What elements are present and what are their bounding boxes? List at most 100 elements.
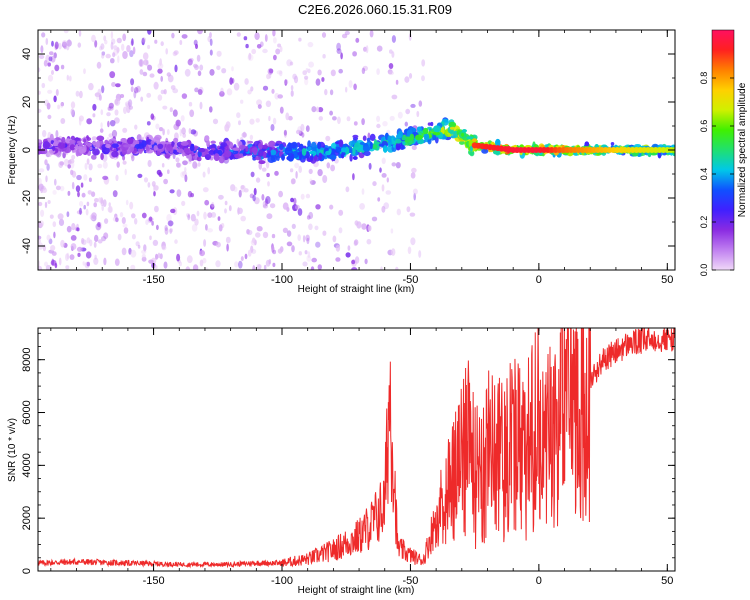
- noise-blob: [218, 194, 224, 200]
- noise-blob: [262, 48, 268, 54]
- ridge-blob: [657, 151, 662, 159]
- noise-blob: [154, 265, 158, 269]
- noise-blob: [262, 85, 269, 91]
- noise-blob: [295, 171, 298, 179]
- ridge-blob: [307, 140, 311, 148]
- noise-blob: [40, 187, 43, 194]
- ridge-blob: [466, 136, 474, 140]
- noise-blob: [160, 75, 163, 82]
- noise-blob: [170, 208, 176, 214]
- noise-blob: [268, 115, 271, 122]
- noise-blob: [292, 73, 297, 80]
- noise-blob: [131, 213, 136, 219]
- ridge-blob: [86, 135, 89, 141]
- noise-blob: [88, 177, 92, 183]
- noise-blob: [418, 250, 422, 258]
- noise-blob: [379, 167, 382, 173]
- noise-blob: [111, 82, 116, 87]
- noise-blob: [134, 87, 139, 94]
- ridge-blob: [213, 153, 220, 162]
- noise-blob: [335, 257, 341, 262]
- y-tick-label: 0: [21, 568, 33, 574]
- ridge-blob: [352, 156, 358, 160]
- ridge-blob: [49, 133, 54, 142]
- noise-blob: [123, 106, 127, 115]
- noise-blob: [54, 262, 58, 269]
- x-tick-label: 50: [661, 575, 673, 587]
- noise-blob: [38, 220, 45, 227]
- noise-blob: [109, 71, 116, 79]
- noise-blob: [67, 38, 71, 46]
- noise-blob: [304, 75, 309, 80]
- noise-blob: [88, 82, 94, 91]
- ridge-blob: [70, 135, 75, 141]
- noise-blob: [242, 131, 247, 138]
- noise-blob: [277, 94, 284, 99]
- noise-blob: [116, 161, 120, 168]
- noise-blob: [139, 59, 143, 67]
- noise-blob: [45, 264, 52, 270]
- noise-blob: [44, 201, 48, 209]
- noise-blob: [91, 136, 97, 141]
- noise-blob: [147, 64, 153, 71]
- noise-blob: [250, 239, 257, 246]
- noise-blob: [344, 30, 350, 36]
- noise-blob: [307, 41, 314, 48]
- ridge-blob: [401, 136, 406, 141]
- noise-blob: [318, 116, 323, 121]
- noise-blob: [86, 158, 90, 165]
- ridge-blob: [469, 150, 475, 157]
- noise-blob: [255, 118, 260, 123]
- snr-y-axis-label: SNR (10 * v/v): [7, 418, 18, 482]
- noise-blob: [40, 209, 45, 217]
- noise-blob: [204, 199, 210, 206]
- noise-blob: [110, 58, 115, 64]
- noise-blob: [52, 190, 57, 195]
- noise-blob: [114, 258, 120, 266]
- ridge-blob: [153, 145, 159, 151]
- noise-blob: [290, 85, 294, 91]
- ridge-blob: [291, 141, 298, 149]
- noise-blob: [41, 32, 46, 38]
- noise-blob: [156, 169, 162, 176]
- noise-blob: [54, 178, 57, 186]
- noise-blob: [376, 68, 380, 75]
- ridge-blob: [362, 146, 371, 152]
- noise-blob: [404, 76, 410, 83]
- noise-blob: [283, 130, 287, 138]
- noise-blob: [58, 161, 64, 169]
- noise-blob: [282, 227, 288, 233]
- noise-blob: [252, 265, 256, 270]
- noise-blob: [203, 239, 207, 247]
- ridge-blob: [166, 143, 173, 152]
- ridge-blob: [137, 143, 145, 150]
- noise-blob: [329, 110, 333, 116]
- ridge-blob: [459, 140, 465, 145]
- ridge-blob: [341, 147, 347, 153]
- colorbar-tick-label: 0.4: [699, 168, 709, 181]
- noise-blob: [128, 99, 133, 107]
- noise-blob: [70, 101, 76, 109]
- noise-blob: [84, 162, 88, 170]
- noise-blob: [169, 107, 173, 113]
- noise-blob: [66, 43, 70, 51]
- noise-blob: [240, 215, 246, 222]
- ridge-blob: [257, 149, 264, 157]
- ridge-blob: [239, 153, 244, 157]
- noise-blob: [70, 235, 77, 241]
- noise-blob: [169, 228, 174, 233]
- noise-blob: [47, 114, 52, 120]
- noise-blob: [204, 267, 209, 270]
- noise-blob: [193, 39, 198, 46]
- ridge-blob: [210, 140, 216, 144]
- noise-blob: [383, 202, 390, 210]
- noise-blob: [207, 167, 211, 175]
- noise-blob: [184, 167, 187, 173]
- noise-blob: [381, 205, 386, 213]
- ridge-blob: [450, 135, 456, 139]
- noise-blob: [264, 34, 268, 42]
- noise-blob: [336, 42, 341, 51]
- ridge-blob: [173, 137, 179, 143]
- noise-blob: [202, 187, 209, 193]
- ridge-blob: [111, 151, 119, 158]
